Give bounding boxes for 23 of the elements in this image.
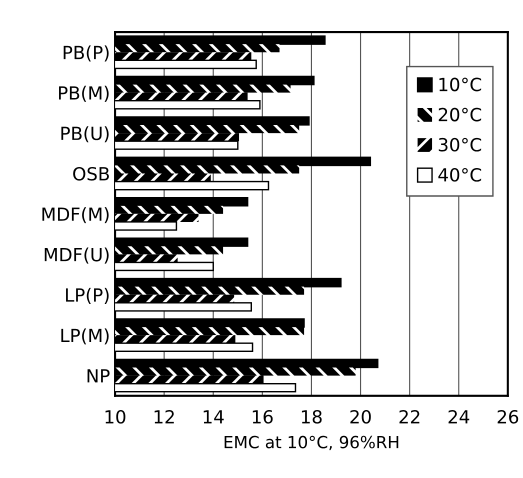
y-tick-label: MDF(U) (44, 247, 109, 264)
x-tick-label: 18 (302, 410, 322, 424)
y-tick-label: MDF(M) (42, 207, 109, 224)
legend-label: 10°C (439, 78, 482, 92)
x-axis-title: EMC at 10°C, 96%RH (224, 436, 398, 450)
x-tick-label: 14 (204, 410, 224, 424)
legend-label: 20°C (438, 108, 482, 122)
y-tick-label: PB(M) (59, 86, 109, 102)
x-tick-label: 10 (106, 410, 126, 424)
y-tick-label: PB(P) (64, 45, 109, 62)
y-tick-label: PB(U) (61, 126, 109, 142)
legend-label: 40°C (438, 168, 482, 182)
legend-label: 30°C (438, 138, 482, 152)
y-tick-label: NP (88, 369, 110, 382)
x-tick-label: 24 (448, 410, 470, 424)
x-tick-label: 22 (399, 410, 420, 424)
y-tick-label: LP(M) (61, 328, 109, 344)
x-tick-label: 26 (498, 410, 518, 424)
x-tick-label: 12 (154, 410, 174, 424)
x-tick-label: 20 (350, 410, 371, 424)
x-tick-label: 16 (252, 410, 273, 424)
y-tick-label: OSB (73, 166, 109, 181)
y-tick-label: LP(P) (66, 288, 109, 304)
